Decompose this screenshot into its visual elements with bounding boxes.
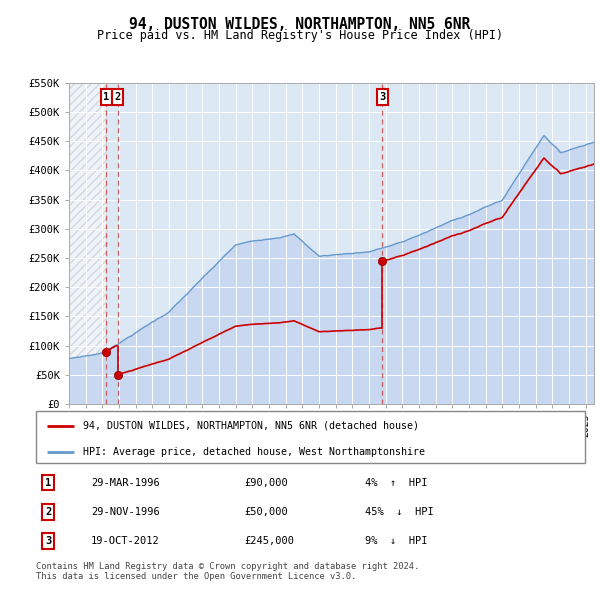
Text: 2: 2 <box>45 507 51 517</box>
Text: 94, DUSTON WILDES, NORTHAMPTON, NN5 6NR: 94, DUSTON WILDES, NORTHAMPTON, NN5 6NR <box>130 17 470 32</box>
Text: Price paid vs. HM Land Registry's House Price Index (HPI): Price paid vs. HM Land Registry's House … <box>97 29 503 42</box>
Text: Contains HM Land Registry data © Crown copyright and database right 2024.
This d: Contains HM Land Registry data © Crown c… <box>36 562 419 581</box>
Text: £90,000: £90,000 <box>245 477 289 487</box>
Text: 1: 1 <box>103 92 110 102</box>
Text: 94, DUSTON WILDES, NORTHAMPTON, NN5 6NR (detached house): 94, DUSTON WILDES, NORTHAMPTON, NN5 6NR … <box>83 421 419 431</box>
Text: HPI: Average price, detached house, West Northamptonshire: HPI: Average price, detached house, West… <box>83 447 425 457</box>
Text: 29-NOV-1996: 29-NOV-1996 <box>91 507 160 517</box>
Text: 4%  ↑  HPI: 4% ↑ HPI <box>365 477 428 487</box>
FancyBboxPatch shape <box>36 411 585 463</box>
Text: 3: 3 <box>45 536 51 546</box>
Text: 1: 1 <box>45 477 51 487</box>
Text: £245,000: £245,000 <box>245 536 295 546</box>
Text: 29-MAR-1996: 29-MAR-1996 <box>91 477 160 487</box>
Bar <box>69 83 106 404</box>
Text: 9%  ↓  HPI: 9% ↓ HPI <box>365 536 428 546</box>
Text: 19-OCT-2012: 19-OCT-2012 <box>91 536 160 546</box>
Text: 45%  ↓  HPI: 45% ↓ HPI <box>365 507 434 517</box>
Text: 2: 2 <box>115 92 121 102</box>
Text: 3: 3 <box>379 92 385 102</box>
Text: £50,000: £50,000 <box>245 507 289 517</box>
